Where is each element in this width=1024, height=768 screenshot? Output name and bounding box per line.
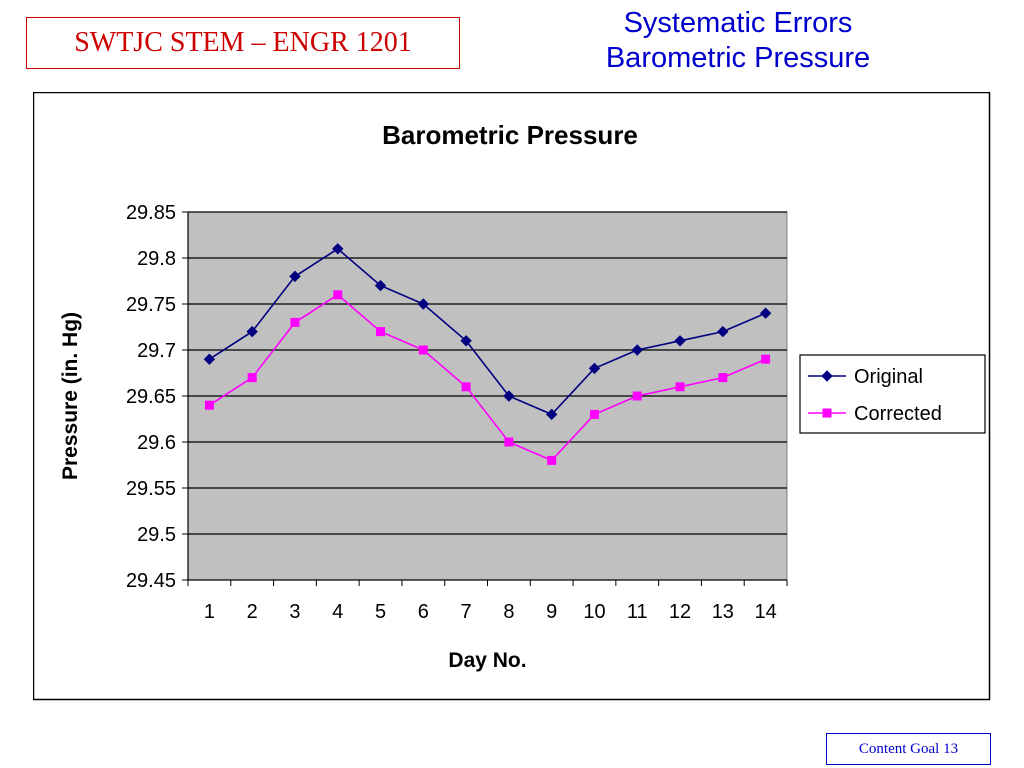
series-line-corrected [208, 293, 766, 462]
y-tick-label: 29.6 [137, 432, 176, 454]
data-point-original [374, 279, 387, 292]
data-point-original [332, 243, 344, 255]
data-point-original [545, 408, 558, 421]
data-point-corrected [547, 455, 557, 465]
data-point-corrected [333, 290, 343, 300]
x-axis: 1 2 3 4 5 6 7 8 9 10 11 12 13 14 [187, 579, 788, 623]
data-point-original [631, 344, 643, 356]
legend-item-original: Original [808, 366, 923, 388]
slide-title: Systematic Errors Barometric Pressure [560, 6, 916, 76]
x-tick-label: 12 [669, 601, 691, 623]
data-point-corrected [290, 317, 300, 327]
x-tick-label: 7 [461, 601, 472, 623]
x-tick-label: 3 [289, 601, 300, 623]
legend-marker-corrected [822, 408, 832, 418]
data-point-original [759, 307, 772, 319]
data-point-corrected [761, 354, 771, 364]
data-point-original [588, 362, 601, 375]
barometric-pressure-chart: Barometric Pressure 29.4529.529.5529.629… [32, 91, 991, 701]
y-axis-title: Pressure (in. Hg) [59, 312, 82, 480]
legend: Original Corrected [799, 354, 986, 434]
data-point-corrected [675, 382, 685, 392]
legend-box [799, 354, 986, 434]
x-tick-label: 5 [375, 601, 386, 623]
data-point-corrected [461, 382, 471, 392]
x-tick-label: 13 [712, 601, 734, 623]
grid-lines [188, 211, 787, 535]
x-tick-label: 4 [332, 601, 343, 623]
data-point-corrected [247, 373, 257, 383]
y-tick-label: 29.55 [126, 478, 176, 500]
x-axis-title: Day No. [448, 649, 526, 672]
data-point-original [246, 325, 258, 338]
data-point-original [289, 270, 301, 283]
x-tick-label: 1 [204, 601, 215, 623]
slide-title-line-2: Barometric Pressure [605, 42, 871, 74]
data-point-original [417, 298, 430, 310]
chart-container: Barometric Pressure 29.45 29.5 29.55 29.6 29… [32, 91, 991, 707]
x-tick-label: 8 [503, 601, 514, 623]
course-label-box: SWTJC STEM – ENGR 1201 [26, 17, 460, 69]
data-point-original [460, 335, 472, 347]
y-tick-label: 29.65 [126, 386, 176, 408]
course-label: SWTJC STEM – ENGR 1201 [74, 27, 412, 58]
y-axis: 29.45 29.5 29.55 29.6 29.65 29.7 29.75 29.8 29.8… [126, 202, 189, 592]
data-point-original [503, 390, 515, 402]
y-tick-label: 29.5 [137, 524, 176, 546]
data-point-corrected [204, 400, 214, 410]
data-point-original [717, 325, 729, 338]
series-line-original [208, 247, 766, 416]
x-tick-label: 2 [247, 601, 258, 623]
data-point-original [203, 353, 216, 365]
x-tick-label: 14 [754, 601, 776, 623]
y-tick-label: 29.7 [137, 340, 176, 362]
series-layer [203, 243, 772, 465]
y-tick-label: 29.75 [126, 294, 176, 316]
y-tick-label: 29.8 [137, 248, 176, 270]
x-tick-label: 11 [627, 601, 648, 623]
data-point-original [674, 335, 686, 347]
x-tick-label: 10 [583, 601, 605, 623]
x-tick-label: 6 [418, 601, 429, 623]
footer-label: Content Goal 13 [858, 740, 959, 757]
x-tick-label: 9 [546, 601, 557, 623]
series-original [203, 243, 772, 421]
footer-box: Content Goal 13 [826, 733, 991, 765]
chart-title: Barometric Pressure [382, 120, 638, 150]
y-tick-label: 29.45 [126, 570, 176, 592]
series-corrected [204, 290, 771, 465]
data-point-corrected [418, 345, 428, 355]
data-point-corrected [376, 327, 386, 337]
legend-label-corrected: Corrected [854, 403, 942, 425]
legend-label-original: Original [854, 366, 923, 388]
y-tick-label: 29.85 [126, 202, 176, 224]
legend-marker-original [821, 370, 833, 382]
data-point-corrected [589, 409, 599, 419]
legend-item-corrected: Corrected [808, 403, 942, 425]
data-point-corrected [632, 391, 642, 401]
data-point-corrected [718, 373, 728, 383]
data-point-corrected [504, 437, 514, 447]
slide-title-line-1: Systematic Errors [623, 7, 853, 39]
